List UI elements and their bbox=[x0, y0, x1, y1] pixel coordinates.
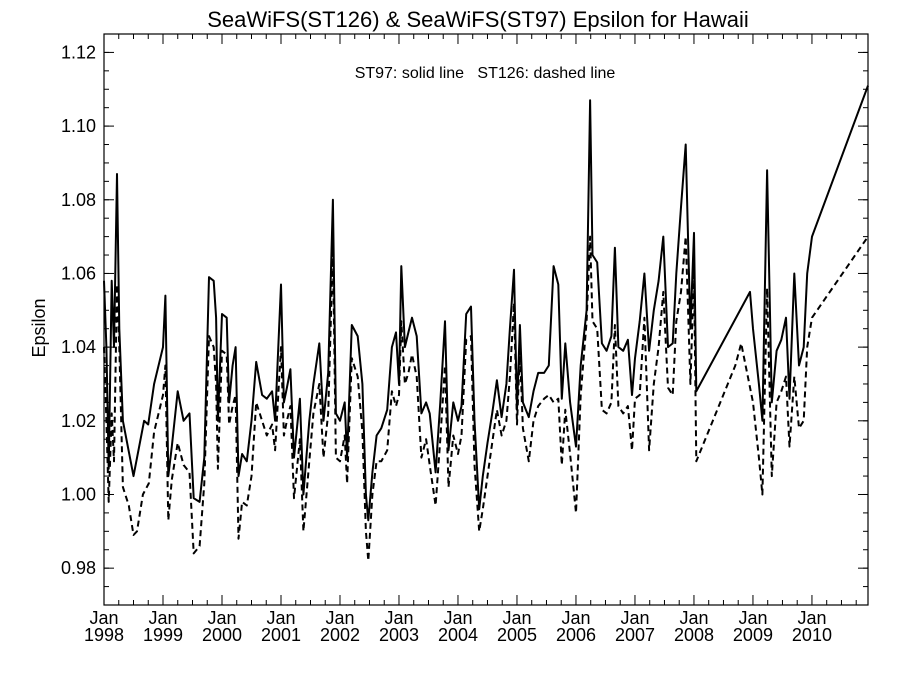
x-tick-year: 2010 bbox=[792, 625, 832, 645]
legend-annotation: ST97: solid line ST126: dashed line bbox=[355, 65, 616, 82]
x-tick-year: 2003 bbox=[379, 625, 419, 645]
x-tick-year: 1999 bbox=[143, 625, 183, 645]
x-tick-month: Jan bbox=[738, 608, 767, 628]
x-axis-ticks: Jan1998Jan1999Jan2000Jan2001Jan2002Jan20… bbox=[84, 34, 857, 645]
x-tick-year: 2000 bbox=[202, 625, 242, 645]
x-tick-month: Jan bbox=[384, 608, 413, 628]
series-layer bbox=[103, 85, 869, 562]
x-tick-month: Jan bbox=[679, 608, 708, 628]
x-tick-year: 2005 bbox=[497, 625, 537, 645]
x-tick-month: Jan bbox=[797, 608, 826, 628]
y-tick-label: 1.10 bbox=[61, 116, 96, 136]
series-line-st97 bbox=[103, 85, 869, 522]
x-tick-month: Jan bbox=[89, 608, 118, 628]
plot-frame bbox=[103, 33, 869, 606]
x-tick-month: Jan bbox=[148, 608, 177, 628]
x-tick-month: Jan bbox=[561, 608, 590, 628]
x-tick-year: 2002 bbox=[320, 625, 360, 645]
series-line-st126 bbox=[103, 235, 869, 562]
x-tick-month: Jan bbox=[325, 608, 354, 628]
x-tick-year: 2008 bbox=[674, 625, 714, 645]
x-tick-month: Jan bbox=[620, 608, 649, 628]
x-tick-year: 2001 bbox=[261, 625, 301, 645]
x-tick-year: 2006 bbox=[556, 625, 596, 645]
y-axis-ticks: 0.98 1.00 1.02 1.04 1.06 1.08 1.10 1.12 bbox=[61, 33, 868, 588]
y-tick-label: 1.04 bbox=[61, 337, 96, 357]
x-tick-year: 1998 bbox=[84, 625, 124, 645]
x-tick-month: Jan bbox=[207, 608, 236, 628]
x-tick-year: 2004 bbox=[438, 625, 478, 645]
x-tick-month: Jan bbox=[266, 608, 295, 628]
y-tick-label: 1.08 bbox=[61, 190, 96, 210]
y-axis-label: Epsilon bbox=[29, 298, 49, 357]
y-tick-label: 1.02 bbox=[61, 411, 96, 431]
y-tick-label: 1.06 bbox=[61, 263, 96, 283]
x-tick-month: Jan bbox=[443, 608, 472, 628]
y-tick-label: 1.00 bbox=[61, 484, 96, 504]
x-tick-year: 2009 bbox=[733, 625, 773, 645]
y-tick-label: 1.12 bbox=[61, 42, 96, 62]
x-tick-year: 2007 bbox=[615, 625, 655, 645]
x-tick-month: Jan bbox=[502, 608, 531, 628]
y-tick-label: 0.98 bbox=[61, 558, 96, 578]
chart-title: SeaWiFS(ST126) & SeaWiFS(ST97) Epsilon f… bbox=[207, 7, 749, 32]
